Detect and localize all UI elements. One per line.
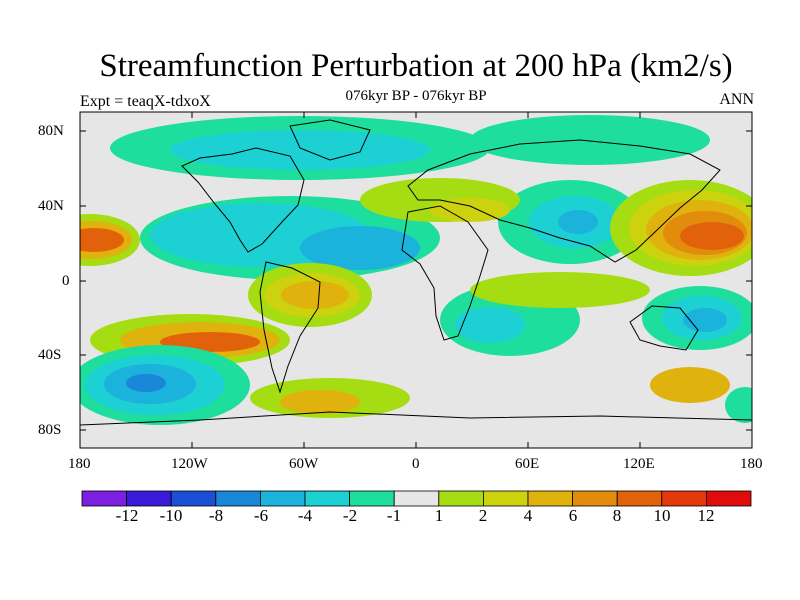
chart-title: Streamfunction Perturbation at 200 hPa (… [99,48,733,84]
colorbar-label: -2 [342,506,358,525]
colorbar-label: 10 [653,506,671,525]
colorbar-label: 6 [568,506,578,525]
contour-region [80,228,124,252]
lon-tick-label: 120W [171,456,208,472]
coastline [259,261,321,394]
contour-region [680,222,744,250]
colorbar-swatch [706,490,752,507]
colorbar-swatch [438,490,484,507]
colorbar-swatch [259,490,306,507]
contour-region [455,307,525,343]
colorbar-label: -6 [253,506,269,525]
colorbar-label: -4 [297,506,313,525]
lat-tick-label: 80N [38,123,64,139]
coastline [401,205,489,341]
lon-tick-label: 0 [412,456,420,472]
colorbar-swatch [126,490,172,507]
colorbar-swatch [482,490,529,507]
contour-region [281,281,349,309]
lon-tick-label: 60E [515,456,540,472]
colorbar-swatch [349,490,395,507]
coastlines [80,119,752,426]
lon-tick-label: 60W [289,456,319,472]
colorbar-label: -12 [115,506,139,525]
lon-tick-label: 120E [623,456,655,472]
colorbar-label: -1 [386,506,402,525]
contour-region [650,367,730,403]
colorbar-swatch [616,490,663,507]
colorbar-swatch [170,490,217,507]
chart-subtitle: 076kyr BP - 076kyr BP [345,88,487,104]
lat-tick-label: 40N [38,198,64,214]
contour-region [725,387,752,423]
colorbar-label: 2 [478,506,488,525]
contour-region [170,130,430,170]
coastline [629,305,699,351]
colorbar-swatch [215,490,261,507]
season-label: ANN [719,91,754,108]
contour-region [558,210,598,234]
contour-region [280,390,360,414]
contour-region [300,226,420,270]
colorbar-swatch [304,490,350,507]
coastline [289,119,371,161]
coastline [80,411,752,426]
colorbar-label: 4 [523,506,533,525]
experiment-label: Expt = teaqX-tdxoX [80,93,211,110]
lon-tick-label: 180 [740,456,763,472]
contour-region [470,115,710,165]
colorbar-label: 8 [612,506,622,525]
lat-tick-label: 40S [38,347,62,363]
colorbar-swatch [527,490,573,507]
contour-fill-layer [80,112,752,448]
colorbar-label: 1 [434,506,444,525]
lat-tick-label: 0 [62,273,70,289]
contour-region [126,374,166,392]
contour-region [683,308,727,332]
coastline [181,147,305,253]
colorbar-swatch [81,490,127,507]
colorbar [81,490,752,507]
contour-region [470,272,650,308]
lon-tick-label: 180 [68,456,91,472]
colorbar-swatch [393,490,440,507]
colorbar-label: -10 [159,506,183,525]
colorbar-label: -8 [208,506,224,525]
colorbar-swatch [572,490,618,507]
contour-region [430,198,510,222]
colorbar-swatch [661,490,707,507]
lat-tick-label: 80S [38,422,62,438]
coastline [407,139,721,263]
colorbar-label: 12 [697,506,715,525]
axis-ticks [80,112,752,448]
